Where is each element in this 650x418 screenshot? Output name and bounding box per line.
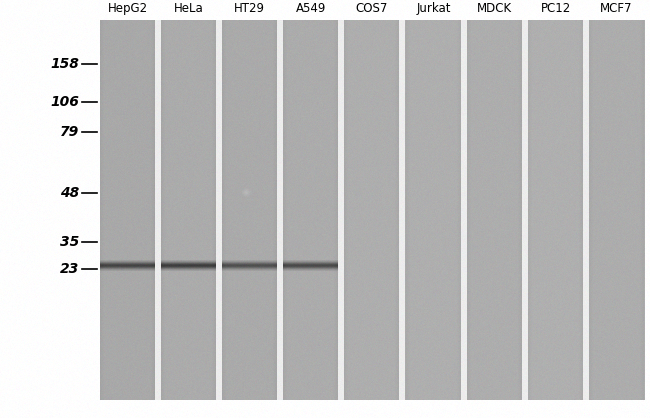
Text: 79: 79 xyxy=(60,125,79,139)
Text: Jurkat: Jurkat xyxy=(417,2,451,15)
Text: HepG2: HepG2 xyxy=(107,2,148,15)
Text: 106: 106 xyxy=(50,95,79,109)
Text: COS7: COS7 xyxy=(356,2,388,15)
Text: A549: A549 xyxy=(295,2,326,15)
Text: 23: 23 xyxy=(60,262,79,276)
Text: MDCK: MDCK xyxy=(477,2,512,15)
Text: 35: 35 xyxy=(60,235,79,249)
Text: HT29: HT29 xyxy=(234,2,265,15)
Text: 48: 48 xyxy=(60,186,79,200)
Text: MCF7: MCF7 xyxy=(601,2,633,15)
Text: HeLa: HeLa xyxy=(174,2,203,15)
Text: PC12: PC12 xyxy=(541,2,571,15)
Text: 158: 158 xyxy=(50,57,79,71)
